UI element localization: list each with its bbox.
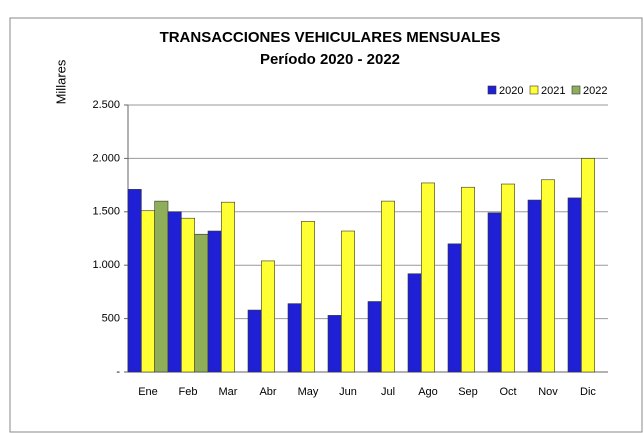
legend-label: 2021 — [541, 85, 565, 97]
legend-swatch — [571, 85, 581, 95]
bar — [421, 182, 435, 373]
bar — [154, 200, 169, 373]
y-tick-label: 1.500 — [92, 206, 120, 218]
legend-swatch — [529, 85, 539, 95]
x-tick-label: Jun — [339, 386, 357, 398]
bar — [407, 273, 422, 373]
bar — [181, 217, 195, 373]
bar — [127, 189, 142, 373]
bar — [381, 200, 395, 373]
x-tick-label: Abr — [259, 386, 276, 398]
bar — [207, 230, 222, 373]
bar — [447, 243, 462, 373]
chart-subtitle: Período 2020 - 2022 — [260, 51, 400, 68]
y-tick-label: - — [116, 366, 120, 378]
bar — [461, 186, 475, 373]
y-axis-label: Millares — [53, 59, 68, 104]
legend-label: 2022 — [583, 85, 607, 97]
bar — [367, 301, 382, 373]
y-tick-label: 500 — [102, 313, 120, 325]
bar — [141, 210, 155, 373]
x-tick-label: Jul — [381, 386, 395, 398]
bar — [247, 309, 262, 373]
x-tick-label: Sep — [458, 386, 478, 398]
bar — [527, 199, 542, 373]
x-tick-label: Nov — [538, 386, 558, 398]
bar — [541, 179, 555, 373]
bar — [487, 212, 502, 373]
y-tick-label: 2.500 — [92, 99, 120, 111]
bar — [194, 233, 209, 373]
bar — [341, 230, 355, 373]
legend-swatch — [487, 85, 497, 95]
x-tick-label: Oct — [499, 386, 516, 398]
bar — [301, 221, 315, 373]
bar — [287, 303, 302, 373]
bar — [261, 260, 275, 373]
x-tick-label: Ago — [418, 386, 438, 398]
bar — [567, 197, 582, 373]
bar — [327, 315, 342, 373]
bar — [167, 211, 182, 373]
bar — [221, 201, 235, 373]
x-tick-label: May — [298, 386, 319, 398]
y-tick-label: 2.000 — [92, 152, 120, 164]
x-tick-label: Ene — [138, 386, 158, 398]
x-tick-label: Dic — [580, 386, 596, 398]
legend-label: 2020 — [499, 85, 523, 97]
chart-title: TRANSACCIONES VEHICULARES MENSUALES — [160, 29, 501, 46]
bar — [581, 158, 595, 373]
bar — [501, 183, 515, 373]
y-tick-label: 1.000 — [92, 259, 120, 271]
x-tick-label: Feb — [179, 386, 198, 398]
x-tick-label: Mar — [219, 386, 238, 398]
